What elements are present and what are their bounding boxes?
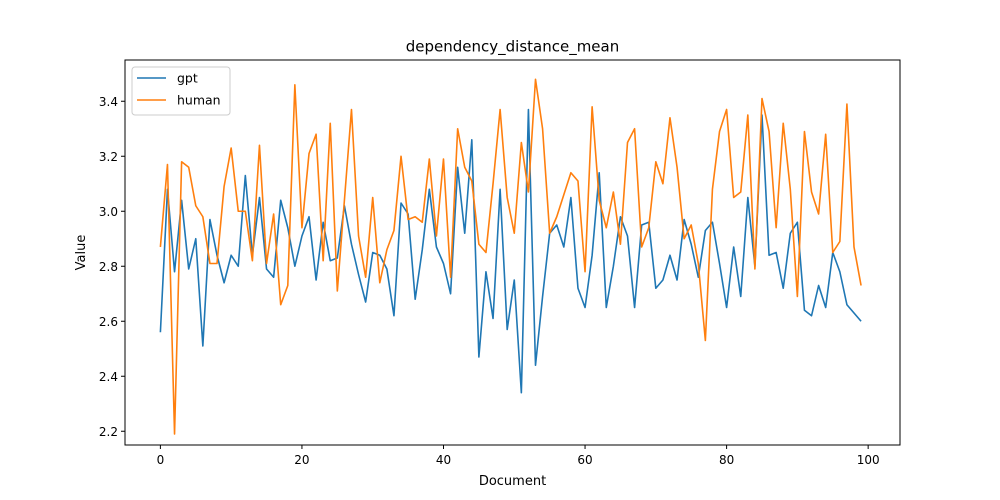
x-axis: 0 20 40 60 80 100 [157,445,880,467]
y-tick-label: 2.4 [99,370,118,384]
x-axis-label: Document [479,474,546,489]
y-tick-label: 2.2 [99,425,118,439]
legend-box [131,66,231,116]
legend: gpt human [131,66,231,116]
plot-frame [124,59,901,446]
series-layer [159,78,862,435]
x-tick-label: 80 [719,453,734,467]
y-axis-label: Value [74,235,89,271]
legend-label-human: human [177,93,221,108]
x-tick-label: 60 [577,453,592,467]
y-tick-label: 3.2 [99,150,118,164]
x-tick-label: 20 [294,453,309,467]
legend-label-gpt: gpt [177,71,198,86]
y-axis: 2.2 2.4 2.6 2.8 3.0 3.2 3.4 [99,95,125,439]
x-tick-label: 100 [857,453,880,467]
series-line-gpt [159,108,862,394]
y-tick-label: 3.0 [99,205,118,219]
y-tick-label: 2.6 [99,315,118,329]
x-tick-label: 40 [436,453,451,467]
chart-title: dependency_distance_mean [406,38,620,57]
x-tick-label: 0 [157,453,165,467]
series-line-human [159,78,862,435]
y-tick-label: 2.8 [99,260,118,274]
y-tick-label: 3.4 [99,95,118,109]
